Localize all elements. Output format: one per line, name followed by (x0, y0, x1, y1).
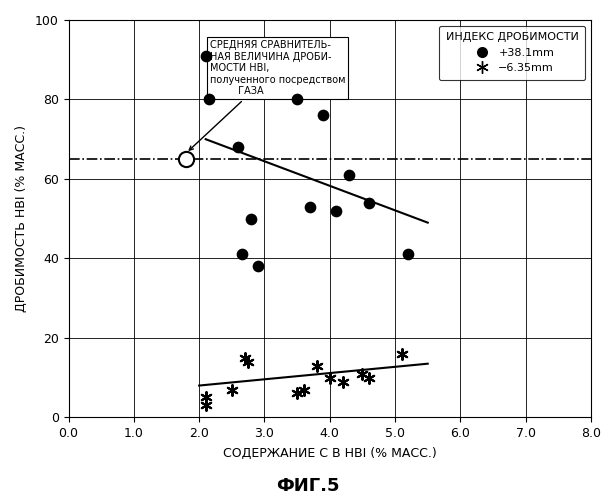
Point (237, 250, 246, 258)
Point (331, 206, 341, 214)
Point (318, 112, 328, 120)
Point (201, 402, 211, 409)
Point (312, 362, 322, 370)
Point (299, 386, 309, 394)
Point (403, 250, 413, 258)
Point (397, 350, 407, 358)
Point (364, 374, 374, 382)
Text: СРЕДНЯЯ СРАВНИТЕЛЬ-
НАЯ ВЕЛИЧИНА ДРОБИ-
МОСТИ НВI,
полученного посредством
     : СРЕДНЯЯ СРАВНИТЕЛЬ- НАЯ ВЕЛИЧИНА ДРОБИ- … (189, 40, 345, 150)
Point (292, 96, 302, 104)
Point (338, 378, 348, 386)
Point (344, 171, 354, 179)
Y-axis label: ДРОБИМОСТЬ НВI (% МАСС.): ДРОБИМОСТЬ НВI (% МАСС.) (15, 125, 28, 312)
X-axis label: СОДЕРЖАНИЕ С В НВI (% МАСС.): СОДЕРЖАНИЕ С В НВI (% МАСС.) (223, 447, 437, 460)
Point (243, 358, 253, 366)
Point (201, 52, 211, 60)
Point (246, 214, 256, 222)
Point (227, 386, 237, 394)
Point (306, 202, 315, 210)
Legend: +38.1mm, −6.35mm: +38.1mm, −6.35mm (439, 26, 585, 80)
Point (253, 262, 263, 270)
Text: ФИГ.5: ФИГ.5 (276, 477, 340, 495)
Point (181, 155, 191, 163)
Point (233, 143, 243, 151)
Point (204, 96, 214, 104)
Point (240, 354, 250, 362)
Point (201, 394, 211, 402)
Point (364, 199, 374, 207)
Point (357, 370, 367, 378)
Point (325, 374, 334, 382)
Point (292, 390, 302, 398)
